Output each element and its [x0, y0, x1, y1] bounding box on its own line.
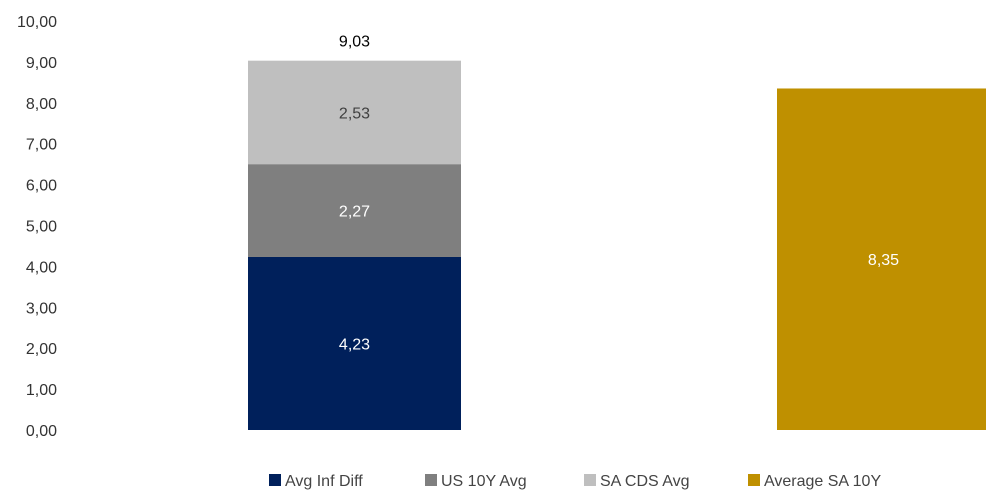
legend-item: US 10Y Avg — [425, 473, 527, 490]
data-label: 2,53 — [339, 105, 370, 122]
y-tick-label: 8,00 — [26, 96, 57, 113]
y-tick-label: 7,00 — [26, 137, 57, 154]
bar-segment — [248, 164, 461, 257]
legend-swatch — [584, 474, 596, 486]
legend-swatch — [269, 474, 281, 486]
legend-item: Avg Inf Diff — [269, 473, 363, 490]
y-tick-label: 0,00 — [26, 423, 57, 440]
legend-label: SA CDS Avg — [600, 473, 690, 490]
plot-area: 4,23 2,27 2,53 9,03 8,35 — [248, 34, 986, 431]
bar-segment — [777, 88, 986, 431]
legend-label: US 10Y Avg — [441, 473, 527, 490]
legend: Avg Inf Diff US 10Y Avg SA CDS Avg Average … — [269, 473, 881, 490]
legend-label: Avg Inf Diff — [285, 473, 363, 490]
y-axis: 0,00 1,00 2,00 3,00 4,00 5,00 6,00 7,00 8,00 9,00… — [17, 14, 57, 440]
legend-label: Average SA 10Y — [764, 473, 881, 490]
y-tick-label: 2,00 — [26, 341, 57, 358]
y-tick-label: 1,00 — [26, 382, 57, 399]
data-label: 2,27 — [339, 204, 370, 221]
y-tick-label: 6,00 — [26, 178, 57, 195]
y-tick-label: 10,00 — [17, 14, 57, 31]
legend-item: SA CDS Avg — [584, 473, 690, 490]
legend-swatch — [425, 474, 437, 486]
bar-segment — [248, 60, 461, 165]
legend-item: Average SA 10Y — [748, 473, 881, 490]
total-label: 9,03 — [339, 34, 370, 51]
y-tick-label: 5,00 — [26, 219, 57, 236]
legend-swatch — [748, 474, 760, 486]
y-tick-label: 4,00 — [26, 259, 57, 276]
data-label: 4,23 — [339, 336, 370, 353]
data-label: 8,35 — [868, 252, 899, 269]
y-tick-label: 9,00 — [26, 55, 57, 72]
bar-segment — [248, 256, 461, 430]
y-tick-label: 3,00 — [26, 300, 57, 317]
